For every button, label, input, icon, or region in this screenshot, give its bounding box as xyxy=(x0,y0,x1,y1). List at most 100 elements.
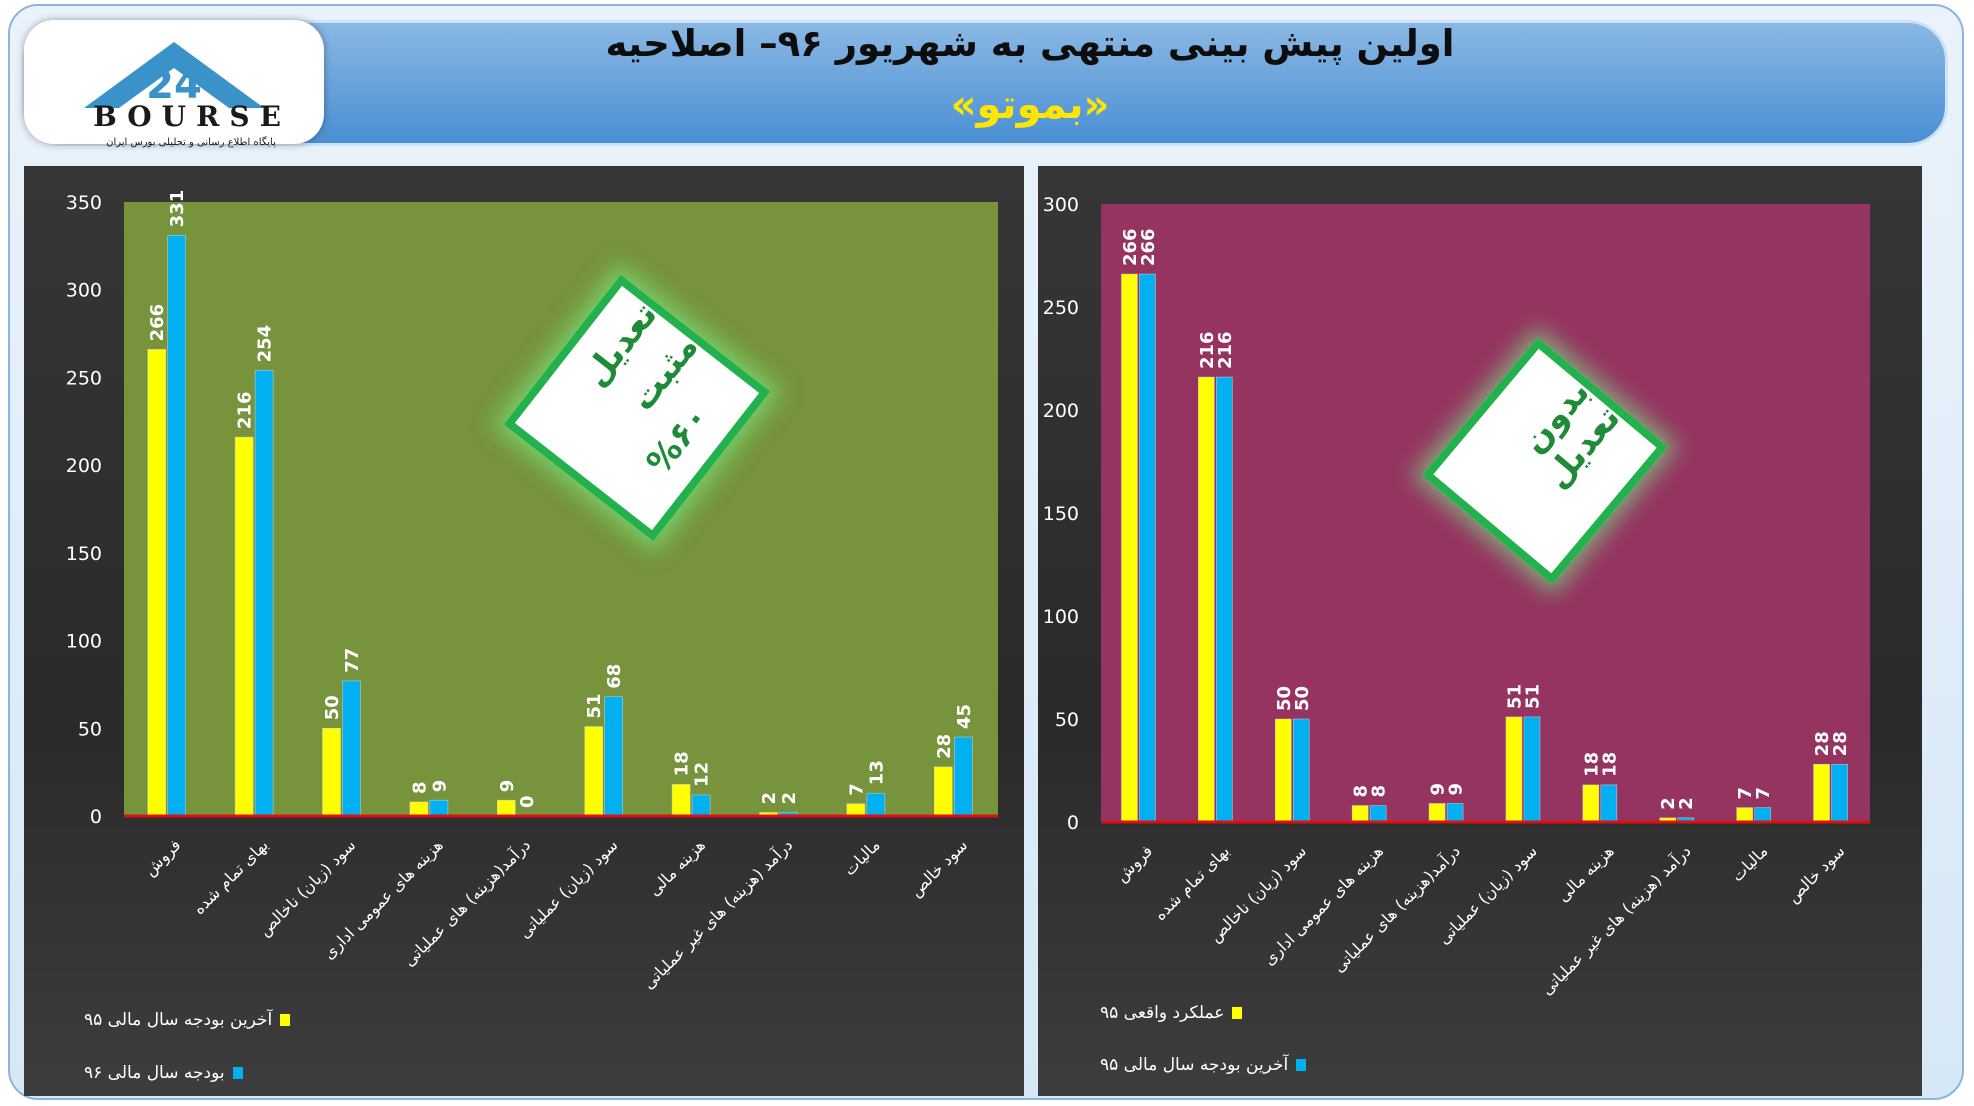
bar-blue xyxy=(342,680,361,817)
bar-blue xyxy=(954,736,973,817)
data-label: 2 xyxy=(759,792,780,805)
x-tick-label: سود خالص xyxy=(1783,841,1849,907)
data-label: 2 xyxy=(1676,797,1697,810)
data-label: 0 xyxy=(517,795,538,808)
data-label: 9 xyxy=(1446,783,1467,796)
data-label: 9 xyxy=(1428,783,1449,796)
x-tick-label: مالیات xyxy=(840,835,884,879)
y-tick-label: 150 xyxy=(66,543,102,565)
right-chart-panel: 0 50 100 150 200 250 300 266 266 فروش 216 216 بهای ت… xyxy=(1038,166,1922,1096)
bar-blue xyxy=(866,792,886,817)
bar-yellow xyxy=(1121,273,1138,823)
data-label: 266 xyxy=(1138,228,1159,266)
y-tick-label: 0 xyxy=(1067,812,1079,834)
data-label: 216 xyxy=(235,391,256,429)
data-label: 50 xyxy=(322,695,343,720)
bar-blue xyxy=(1216,376,1233,823)
bar-blue xyxy=(1754,807,1771,823)
bar-yellow xyxy=(1275,718,1292,823)
x-tick-label: درآمد (هزینه) های غیر عملیاتی xyxy=(1537,841,1695,999)
bar-yellow xyxy=(1813,764,1830,823)
bar-yellow xyxy=(846,803,866,817)
data-label: 7 xyxy=(1735,787,1756,800)
data-label: 18 xyxy=(1581,752,1602,777)
legend-label: آخرین بودجه سال مالی ۹۵ xyxy=(1100,1055,1289,1075)
logo: 24 BOURSE پایگاه اطلاع رسانی و تحلیلی بو… xyxy=(24,20,324,148)
bar-blue xyxy=(691,794,711,817)
bar-yellow xyxy=(1428,803,1446,823)
left-chart: 050100150200250300350266331فروش216254بها… xyxy=(66,190,998,994)
header-bar xyxy=(22,20,1948,146)
bar-yellow xyxy=(497,799,516,817)
data-label: 2 xyxy=(1658,797,1679,810)
bar-blue xyxy=(254,370,274,817)
data-label: 13 xyxy=(866,760,887,785)
y-tick-label: 100 xyxy=(66,631,102,653)
bar-yellow xyxy=(234,436,254,817)
data-label: 50 xyxy=(1274,686,1295,711)
y-tick-label: 0 xyxy=(90,806,102,828)
legend-swatch-blue xyxy=(232,1067,243,1079)
bar-blue xyxy=(1446,803,1464,823)
data-label: 8 xyxy=(1369,785,1390,798)
bar-yellow xyxy=(671,784,691,817)
logo-roof-inner xyxy=(119,68,229,108)
bar-blue xyxy=(1831,764,1848,823)
data-label: 51 xyxy=(1504,684,1525,709)
data-label: 9 xyxy=(429,780,450,793)
bar-blue xyxy=(1523,716,1541,823)
data-label: 254 xyxy=(255,325,276,363)
x-tick-label: سود خالص xyxy=(906,835,972,901)
left-legend-item-1: آخرین بودجه سال مالی ۹۵ xyxy=(84,1010,291,1030)
logo-number: 24 xyxy=(146,62,202,108)
bar-blue xyxy=(167,235,186,817)
logo-graphic: 24 xyxy=(84,42,264,108)
y-tick-label: 250 xyxy=(1043,297,1079,319)
bar-yellow xyxy=(322,728,341,817)
x-tick-label: فروش xyxy=(140,835,185,880)
data-label: 9 xyxy=(497,780,518,793)
y-tick-label: 300 xyxy=(66,280,102,302)
data-label: 331 xyxy=(167,190,188,228)
bar-yellow xyxy=(1505,716,1523,823)
x-tick-label: هزینه مالی xyxy=(1553,841,1618,906)
y-tick-label: 200 xyxy=(66,455,102,477)
right-legend-item-2: آخرین بودجه سال مالی ۹۵ xyxy=(1100,1055,1307,1075)
data-label: 266 xyxy=(1120,228,1141,266)
left-legend-item-2: بودجه سال مالی ۹۶ xyxy=(84,1063,243,1083)
data-label: 51 xyxy=(1522,684,1543,709)
legend-label: آخرین بودجه سال مالی ۹۵ xyxy=(84,1010,273,1030)
x-tick-label: مالیات xyxy=(1728,841,1772,885)
x-tick-label: بهای تمام شده xyxy=(189,835,272,918)
legend-swatch-yellow xyxy=(1232,1007,1243,1019)
data-label: 12 xyxy=(692,762,713,787)
bar-yellow xyxy=(1351,805,1369,823)
data-label: 50 xyxy=(1292,686,1313,711)
y-tick-label: 150 xyxy=(1043,503,1079,525)
badge-right-line1: بدون تعدیل xyxy=(1513,372,1629,497)
y-tick-label: 50 xyxy=(78,718,102,740)
bar-yellow xyxy=(1198,376,1215,823)
legend-swatch-blue xyxy=(1296,1059,1307,1071)
data-label: 28 xyxy=(1812,731,1833,756)
x-tick-label: هزینه مالی xyxy=(645,835,710,900)
bar-yellow xyxy=(584,726,603,817)
bar-blue xyxy=(1293,718,1310,823)
data-label: 2 xyxy=(779,792,800,805)
data-label: 216 xyxy=(1197,331,1218,369)
bar-blue xyxy=(604,696,623,817)
data-label: 266 xyxy=(147,304,168,342)
right-legend-item-1: عملکرد واقعی ۹۵ xyxy=(1100,1003,1243,1023)
y-tick-label: 250 xyxy=(66,367,102,389)
bar-blue xyxy=(429,799,449,817)
bar-yellow xyxy=(1582,784,1600,823)
page-subtitle: «بموتو» xyxy=(950,82,1110,128)
data-label: 18 xyxy=(1599,752,1620,777)
y-tick-label: 350 xyxy=(66,192,102,214)
page-title: اولین پیش بینی منتهی به شهریور ۹۶– اصلاح… xyxy=(605,22,1455,65)
data-label: 77 xyxy=(342,648,363,673)
bar-blue xyxy=(1600,784,1618,823)
bar-yellow xyxy=(934,766,953,817)
